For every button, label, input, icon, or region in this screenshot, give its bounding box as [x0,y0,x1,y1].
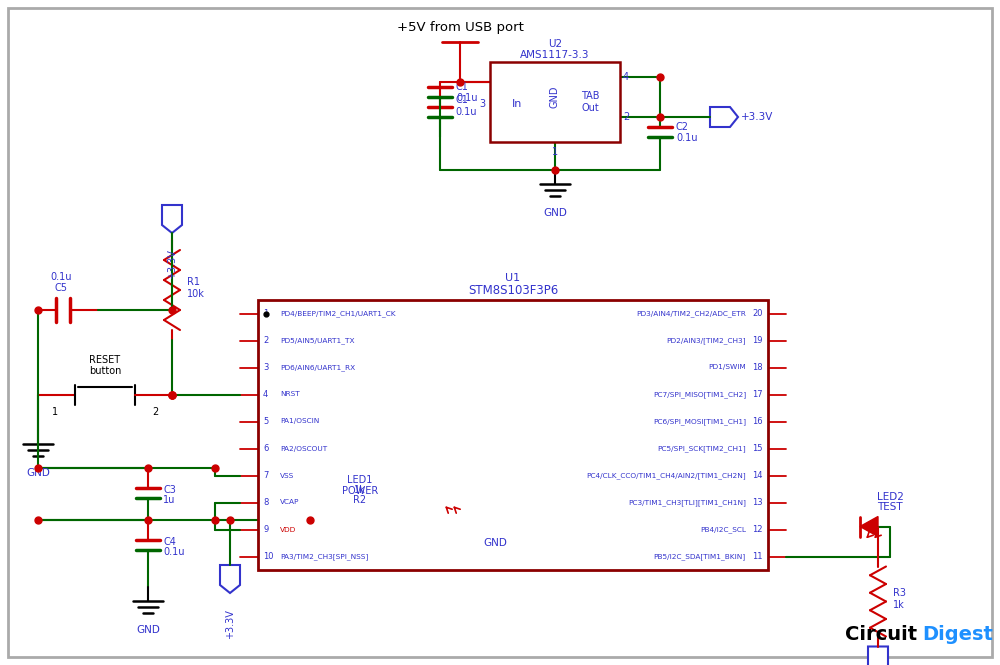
Text: PB5/I2C_SDA[TIM1_BKIN]: PB5/I2C_SDA[TIM1_BKIN] [654,553,746,560]
Text: PC4/CLK_CCO/TIM1_CH4/AIN2/[TIM1_CH2N]: PC4/CLK_CCO/TIM1_CH4/AIN2/[TIM1_CH2N] [586,472,746,479]
Polygon shape [710,107,738,127]
Text: PC5/SPI_SCK[TIM2_CH1]: PC5/SPI_SCK[TIM2_CH1] [657,445,746,452]
Text: button: button [89,366,121,376]
Text: 11: 11 [753,552,763,561]
Text: 8: 8 [263,498,268,507]
Text: 2: 2 [152,407,158,417]
Text: PD4/BEEP/TIM2_CH1/UART1_CK: PD4/BEEP/TIM2_CH1/UART1_CK [280,310,396,317]
Text: GND: GND [26,468,50,478]
Text: PD3/AIN4/TIM2_CH2/ADC_ETR: PD3/AIN4/TIM2_CH2/ADC_ETR [636,310,746,317]
Text: C1: C1 [456,82,469,92]
Text: In: In [512,99,522,109]
Text: AMS1117-3.3: AMS1117-3.3 [520,50,590,60]
Text: 18: 18 [752,363,763,372]
Text: 1u: 1u [163,495,175,505]
Text: POWER: POWER [342,486,378,496]
Text: PD6/AIN6/UART1_RX: PD6/AIN6/UART1_RX [280,364,355,371]
Text: 1k: 1k [354,485,366,495]
Text: 13: 13 [752,498,763,507]
Text: 3: 3 [479,99,485,109]
Text: 7: 7 [263,471,268,480]
Text: 10: 10 [263,552,274,561]
Text: PD2/AIN3/[TIM2_CH3]: PD2/AIN3/[TIM2_CH3] [666,337,746,344]
Text: LED1: LED1 [347,475,373,485]
Text: VCAP: VCAP [280,499,300,505]
Text: GND: GND [550,86,560,108]
Polygon shape [162,205,182,233]
Polygon shape [220,565,240,593]
Text: +3.3V: +3.3V [741,112,773,122]
Text: C4: C4 [163,537,176,547]
Text: TEST: TEST [877,503,903,513]
Text: 2: 2 [623,112,629,122]
Bar [490,62,620,142]
Text: PA1/OSCIN: PA1/OSCIN [280,418,319,424]
Text: 10k: 10k [187,289,205,299]
Text: R2: R2 [353,495,367,505]
Text: 0.1u: 0.1u [50,272,72,282]
Text: 4: 4 [263,390,268,399]
Text: Digest: Digest [922,626,993,644]
Text: STM8S103F3P6: STM8S103F3P6 [468,283,558,297]
Text: U1: U1 [505,273,521,283]
Text: 1k: 1k [893,600,905,610]
Text: 14: 14 [753,471,763,480]
Text: 3: 3 [263,363,268,372]
Text: 1: 1 [552,147,558,157]
Text: GND: GND [543,208,567,218]
Polygon shape [868,646,888,665]
Text: 4: 4 [623,72,629,82]
Text: Circuit: Circuit [845,626,917,644]
Text: VSS: VSS [280,473,294,479]
Text: PB4/I2C_SCL: PB4/I2C_SCL [700,526,746,533]
Text: C5: C5 [54,283,68,293]
Text: VDD: VDD [280,527,296,533]
Text: R3: R3 [893,589,906,598]
Bar [258,300,768,570]
Text: +5V from USB port: +5V from USB port [397,21,523,35]
Text: PA3/TIM2_CH3[SPI_NSS]: PA3/TIM2_CH3[SPI_NSS] [280,553,368,560]
Text: C3: C3 [163,485,176,495]
Text: LED2: LED2 [877,491,903,501]
Text: 5: 5 [263,417,268,426]
Text: PD5/AIN5/UART1_TX: PD5/AIN5/UART1_TX [280,337,354,344]
Text: 9: 9 [263,525,268,534]
Text: PA2/OSCOUT: PA2/OSCOUT [280,446,327,452]
Text: 0.1u: 0.1u [456,93,478,103]
Text: TAB
Out: TAB Out [581,91,599,113]
Text: C2: C2 [676,122,689,132]
Text: GND: GND [136,625,160,635]
Text: 12: 12 [753,525,763,534]
Text: PD1/SWIM: PD1/SWIM [708,364,746,370]
Text: GND: GND [483,538,507,548]
Text: PC6/SPI_MOSI[TIM1_CH1]: PC6/SPI_MOSI[TIM1_CH1] [653,418,746,425]
Polygon shape [860,517,878,537]
Text: 1: 1 [263,309,268,318]
Text: 1: 1 [52,407,58,417]
Text: +3.3V: +3.3V [225,609,235,639]
Text: 6: 6 [263,444,268,453]
Text: R1: R1 [187,277,200,287]
Text: 0.1u: 0.1u [455,107,477,117]
Text: 17: 17 [752,390,763,399]
Text: RESET: RESET [89,355,121,365]
Text: 2: 2 [263,336,268,345]
Text: 20: 20 [753,309,763,318]
Text: NRST: NRST [280,392,300,398]
Text: 0.1u: 0.1u [676,133,698,143]
Text: +3.3V: +3.3V [167,249,177,279]
Text: 19: 19 [753,336,763,345]
Text: U2: U2 [548,39,562,49]
Text: PC7/SPI_MISO[TIM1_CH2]: PC7/SPI_MISO[TIM1_CH2] [653,391,746,398]
Text: PC3/TIM1_CH3[TLI][TIM1_CH1N]: PC3/TIM1_CH3[TLI][TIM1_CH1N] [628,499,746,506]
Text: 15: 15 [753,444,763,453]
Polygon shape [435,510,453,530]
Text: 16: 16 [752,417,763,426]
Text: C1: C1 [455,95,468,105]
Text: 0.1u: 0.1u [163,547,184,557]
